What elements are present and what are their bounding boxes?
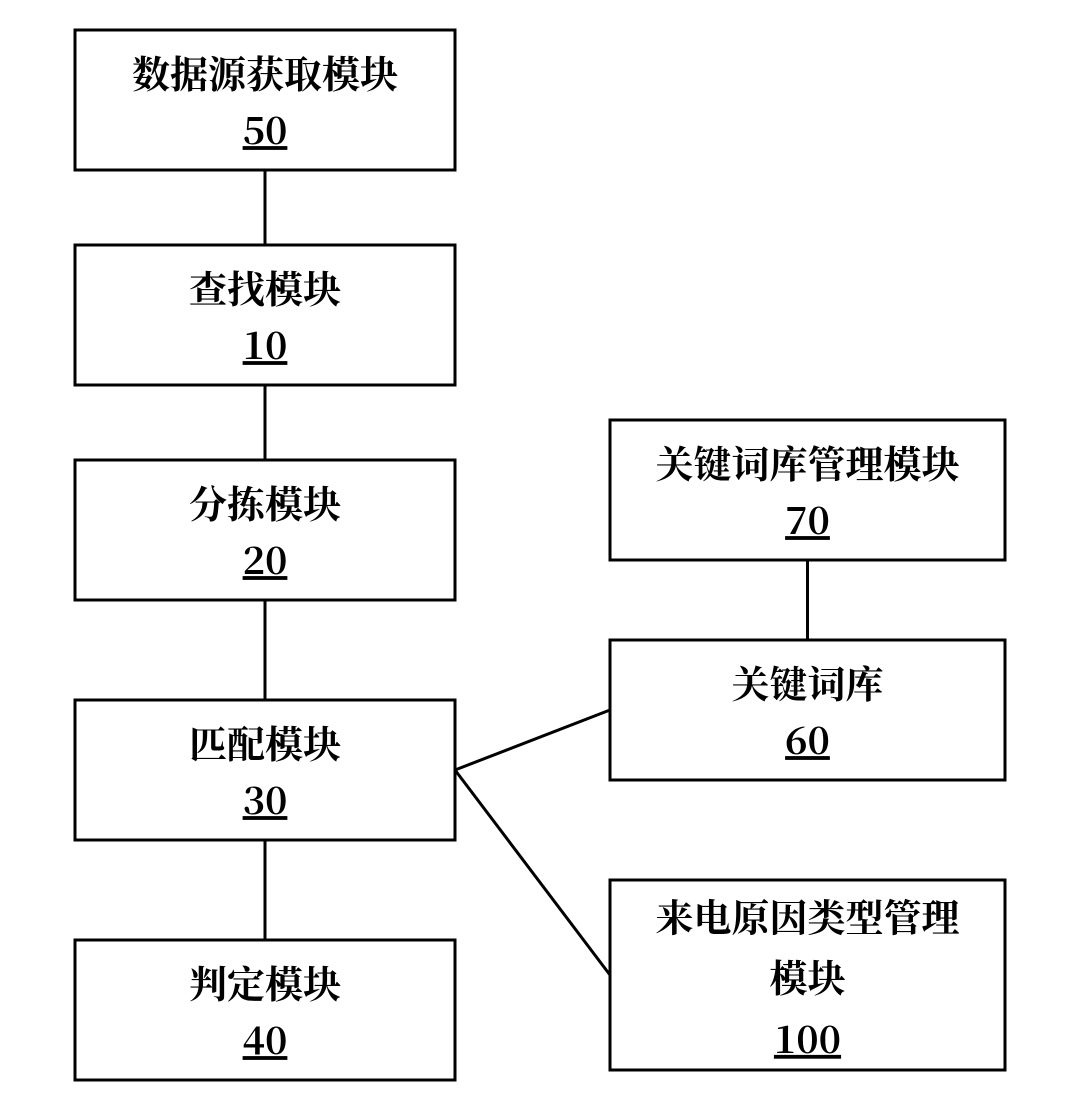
module-box-n70: 关键词库管理模块70 (610, 420, 1005, 560)
module-box-n100: 来电原因类型管理模块 100 (610, 880, 1005, 1070)
module-box-n10: 查找模块10 (75, 245, 455, 385)
module-title: 查找模块 (189, 259, 341, 314)
module-number: 20 (243, 530, 288, 585)
module-title: 判定模块 (189, 954, 341, 1009)
connector (455, 770, 610, 975)
module-title: 关键词库管理模块 (655, 434, 959, 489)
module-title: 关键词库 (731, 654, 883, 709)
module-number: 40 (243, 1010, 288, 1065)
module-box-n30: 匹配模块30 (75, 700, 455, 840)
module-title: 来电原因类型管理 (655, 887, 959, 942)
module-box-n50: 数据源获取模块50 (75, 30, 455, 170)
module-title: 分拣模块 (189, 474, 341, 529)
module-number: 70 (785, 490, 830, 545)
module-box-n20: 分拣模块20 (75, 460, 455, 600)
module-number: 60 (785, 710, 830, 765)
module-number: 50 (243, 100, 288, 155)
module-title: 数据源获取模块 (132, 44, 398, 99)
module-title: 匹配模块 (189, 714, 341, 769)
module-title: 模块 (769, 948, 845, 1003)
module-number: 30 (243, 770, 288, 825)
module-number: 100 (774, 1009, 841, 1064)
module-number: 10 (243, 315, 288, 370)
module-box-n40: 判定模块40 (75, 940, 455, 1080)
module-box-n60: 关键词库60 (610, 640, 1005, 780)
connector (455, 710, 610, 770)
module-diagram: 数据源获取模块50 查找模块10 分拣模块20 匹配模块30 判定模块40 关键词库管理模… (0, 0, 1065, 1118)
